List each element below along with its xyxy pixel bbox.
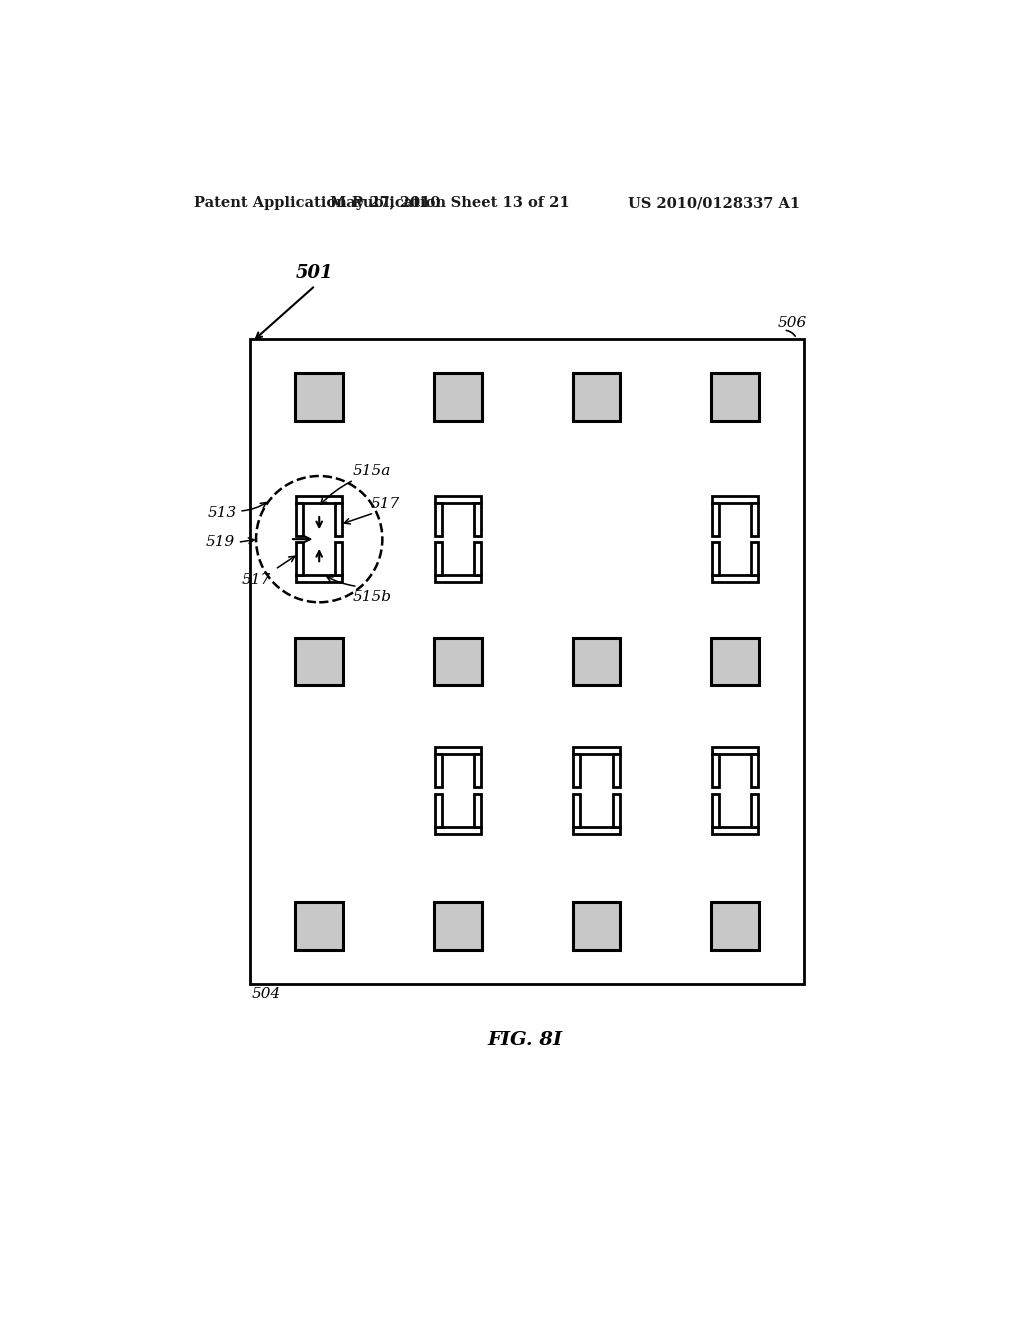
Bar	[752, 793, 758, 826]
Text: 515b: 515b	[352, 590, 391, 605]
Text: 517: 517	[242, 573, 271, 587]
Bar	[435, 543, 441, 576]
Bar	[712, 826, 758, 834]
Bar	[712, 793, 719, 826]
Bar	[296, 576, 342, 582]
Bar	[474, 543, 481, 576]
Bar	[434, 638, 481, 685]
Bar	[711, 902, 759, 949]
Bar	[296, 496, 342, 503]
Text: 501: 501	[296, 264, 334, 281]
Bar	[752, 503, 758, 536]
Bar	[573, 826, 620, 834]
Bar	[474, 754, 481, 788]
Text: 513: 513	[208, 506, 237, 520]
Bar	[712, 496, 758, 503]
Bar	[711, 374, 759, 421]
Text: Patent Application Publication: Patent Application Publication	[194, 197, 445, 210]
Bar	[712, 503, 719, 536]
Bar	[573, 793, 581, 826]
Bar	[711, 638, 759, 685]
Bar	[612, 754, 620, 788]
Text: 519: 519	[206, 536, 236, 549]
Bar	[434, 374, 481, 421]
Text: May 27, 2010  Sheet 13 of 21: May 27, 2010 Sheet 13 of 21	[330, 197, 570, 210]
Bar	[712, 576, 758, 582]
Bar	[474, 503, 481, 536]
Bar	[573, 754, 581, 788]
Text: US 2010/0128337 A1: US 2010/0128337 A1	[629, 197, 801, 210]
Bar	[435, 503, 441, 536]
Text: 515a: 515a	[352, 465, 391, 478]
Bar	[295, 902, 343, 949]
Bar	[572, 902, 621, 949]
Text: 504: 504	[252, 987, 281, 1001]
Text: 506: 506	[777, 315, 807, 330]
Bar	[435, 754, 441, 788]
Bar	[474, 793, 481, 826]
Bar	[296, 503, 303, 536]
Bar	[336, 543, 342, 576]
Bar	[295, 374, 343, 421]
Bar	[573, 747, 620, 754]
Bar	[712, 747, 758, 754]
Bar	[612, 793, 620, 826]
Bar	[435, 747, 481, 754]
Bar	[295, 638, 343, 685]
Text: 517: 517	[371, 498, 399, 511]
Bar	[250, 339, 804, 983]
Bar	[752, 754, 758, 788]
Bar	[435, 793, 441, 826]
Bar	[296, 543, 303, 576]
Bar	[435, 576, 481, 582]
Bar	[712, 754, 719, 788]
Bar	[434, 902, 481, 949]
Bar	[336, 503, 342, 536]
Bar	[712, 543, 719, 576]
Bar	[572, 638, 621, 685]
Bar	[752, 543, 758, 576]
Bar	[435, 496, 481, 503]
Bar	[572, 374, 621, 421]
Bar	[435, 826, 481, 834]
Text: FIG. 8I: FIG. 8I	[487, 1031, 562, 1049]
